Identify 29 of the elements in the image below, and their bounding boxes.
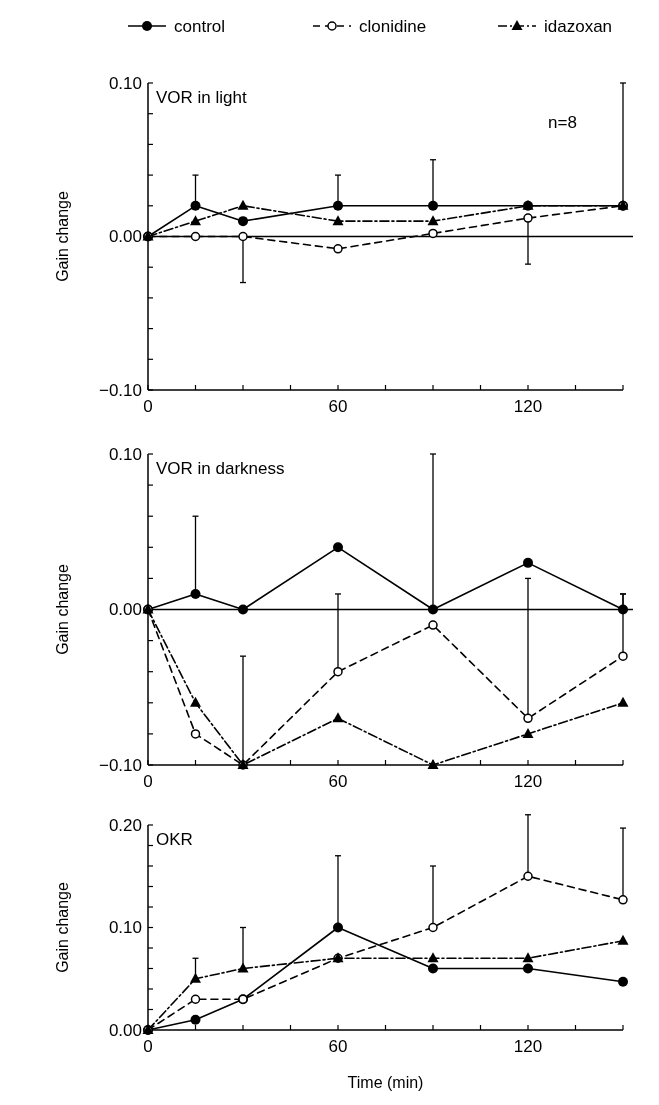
y-tick-label: 0.10 (108, 918, 142, 938)
x-tick-label: 60 (328, 1037, 348, 1056)
x-axis-title: Time (min) (347, 1074, 424, 1091)
y-axis-title: Gain change (54, 564, 71, 655)
x-tick-label: 60 (328, 772, 348, 791)
x-tick-label: 0 (143, 772, 153, 791)
x-tick-label: 60 (328, 397, 348, 416)
x-tick-label: 120 (513, 1037, 543, 1056)
chart-title: VOR in darkness (156, 459, 285, 478)
x-tick-label: 120 (513, 397, 543, 416)
chart-title: OKR (156, 830, 193, 849)
y-tick-label: 0.10 (108, 444, 142, 464)
y-axis-title: Gain change (54, 882, 71, 973)
y-tick-label: 0.00 (108, 600, 142, 620)
y-tick-label: 0.00 (108, 227, 142, 247)
chart-title: VOR in light (156, 88, 247, 107)
y-tick-label: 0.20 (108, 815, 142, 835)
y-tick-label: 0.10 (108, 73, 142, 93)
y-tick-label: −0.10 (98, 755, 142, 775)
legend-label: idazoxan (544, 16, 613, 36)
x-tick-label: 120 (513, 772, 543, 791)
y-tick-label: −0.10 (98, 380, 142, 400)
y-axis-title: Gain change (54, 191, 71, 282)
annotation: n=8 (548, 113, 577, 132)
legend-label: clonidine (359, 16, 427, 36)
x-tick-label: 0 (143, 397, 153, 416)
y-tick-label: 0.00 (108, 1020, 142, 1040)
x-tick-label: 0 (143, 1037, 153, 1056)
legend-label: control (174, 16, 226, 36)
